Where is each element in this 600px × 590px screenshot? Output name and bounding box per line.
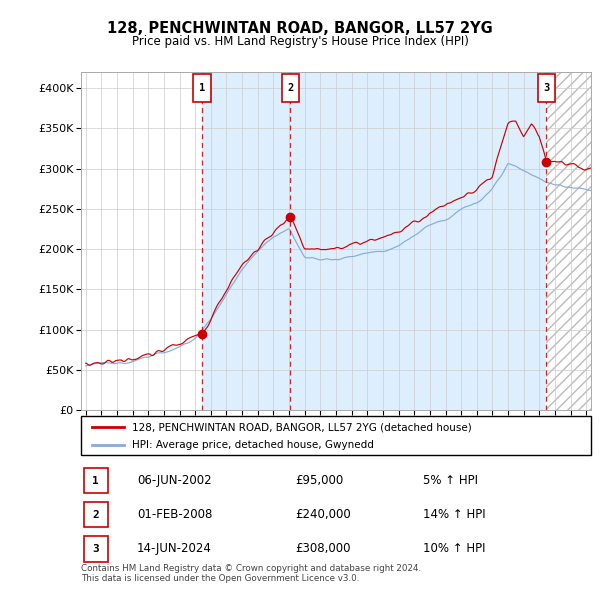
FancyBboxPatch shape: [193, 74, 211, 101]
Text: £308,000: £308,000: [295, 542, 350, 555]
Text: £240,000: £240,000: [295, 508, 351, 521]
Text: 1: 1: [199, 83, 205, 93]
Text: 128, PENCHWINTAN ROAD, BANGOR, LL57 2YG: 128, PENCHWINTAN ROAD, BANGOR, LL57 2YG: [107, 21, 493, 35]
Text: 2: 2: [92, 510, 99, 520]
Text: £95,000: £95,000: [295, 474, 343, 487]
Text: 1: 1: [92, 476, 99, 486]
Text: 01-FEB-2008: 01-FEB-2008: [137, 508, 212, 521]
Text: 3: 3: [92, 544, 99, 554]
Text: 14% ↑ HPI: 14% ↑ HPI: [423, 508, 485, 521]
FancyBboxPatch shape: [83, 468, 108, 493]
Text: 06-JUN-2002: 06-JUN-2002: [137, 474, 212, 487]
Text: 14-JUN-2024: 14-JUN-2024: [137, 542, 212, 555]
Bar: [202, 72, 290, 410]
Text: Price paid vs. HM Land Registry's House Price Index (HPI): Price paid vs. HM Land Registry's House …: [131, 35, 469, 48]
Text: 2: 2: [287, 83, 293, 93]
Bar: [547, 72, 594, 410]
Text: 10% ↑ HPI: 10% ↑ HPI: [423, 542, 485, 555]
Text: HPI: Average price, detached house, Gwynedd: HPI: Average price, detached house, Gwyn…: [132, 440, 374, 450]
Text: 5% ↑ HPI: 5% ↑ HPI: [423, 474, 478, 487]
FancyBboxPatch shape: [282, 74, 299, 101]
FancyBboxPatch shape: [83, 536, 108, 562]
Text: Contains HM Land Registry data © Crown copyright and database right 2024.
This d: Contains HM Land Registry data © Crown c…: [81, 563, 421, 583]
FancyBboxPatch shape: [83, 502, 108, 527]
Bar: [547, 72, 594, 410]
FancyBboxPatch shape: [538, 74, 555, 101]
Bar: [290, 72, 547, 410]
Text: 3: 3: [543, 83, 550, 93]
Text: 128, PENCHWINTAN ROAD, BANGOR, LL57 2YG (detached house): 128, PENCHWINTAN ROAD, BANGOR, LL57 2YG …: [132, 422, 472, 432]
